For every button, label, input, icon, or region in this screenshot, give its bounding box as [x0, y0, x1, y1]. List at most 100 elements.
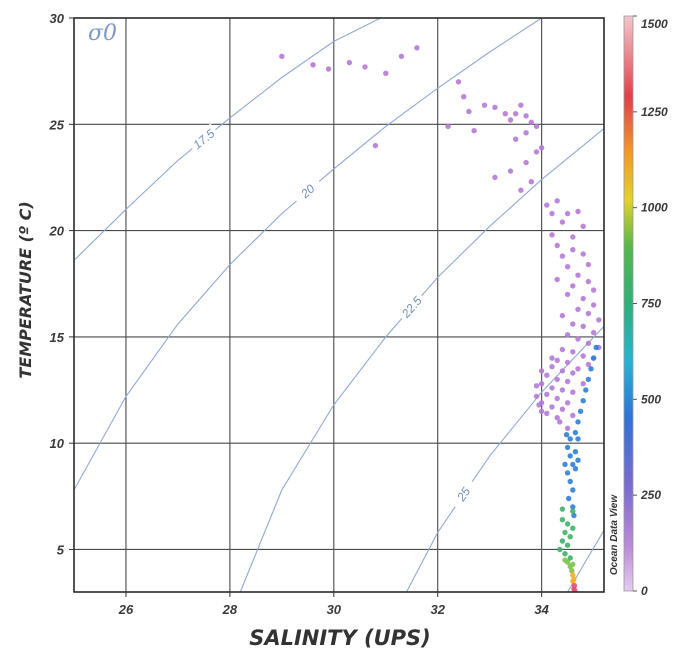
colorbar-tick-label: 1000 — [641, 201, 668, 215]
y-tick-label: 15 — [50, 330, 65, 345]
data-point — [471, 128, 476, 133]
data-point — [549, 211, 554, 216]
data-point — [581, 224, 586, 229]
data-point — [573, 449, 578, 454]
data-point — [560, 407, 565, 412]
data-point — [565, 470, 570, 475]
data-point — [578, 409, 583, 414]
data-point — [539, 368, 544, 373]
data-point — [560, 517, 565, 522]
x-axis-title: SALINITY (UPS) — [249, 626, 431, 650]
data-point — [310, 62, 315, 67]
colorbar-ticks: 0250500750100012501500 — [633, 16, 668, 598]
data-point — [549, 385, 554, 390]
data-point — [560, 313, 565, 318]
data-point — [568, 479, 573, 484]
data-point — [570, 247, 575, 252]
data-point — [534, 124, 539, 129]
data-point — [523, 113, 528, 118]
data-point — [555, 243, 560, 248]
x-tick-label: 32 — [430, 602, 445, 617]
data-point — [565, 360, 570, 365]
data-point — [560, 219, 565, 224]
data-point — [399, 54, 404, 59]
data-point — [586, 341, 591, 346]
contour-labels: 17.52022.525 — [187, 123, 478, 510]
data-point — [565, 332, 570, 337]
data-point — [555, 377, 560, 382]
x-tick-label: 30 — [327, 602, 342, 617]
data-point — [568, 534, 573, 539]
data-point — [549, 232, 554, 237]
data-point — [560, 368, 565, 373]
data-point — [564, 432, 569, 437]
data-point — [562, 557, 567, 562]
data-point — [560, 253, 565, 258]
y-axis-title: TEMPERATURE (º C) — [16, 201, 35, 378]
data-point — [539, 381, 544, 386]
plot-frame — [74, 18, 604, 592]
density-contour — [74, 18, 381, 260]
data-point — [570, 509, 575, 514]
x-tick-label: 28 — [222, 602, 238, 617]
data-point — [591, 330, 596, 335]
data-point — [492, 175, 497, 180]
data-point — [565, 521, 570, 526]
data-point — [560, 506, 565, 511]
data-point — [562, 530, 567, 535]
y-tick-label: 25 — [49, 117, 65, 132]
data-point — [588, 366, 593, 371]
density-contour — [407, 326, 605, 592]
colorbar-tick-label: 750 — [641, 297, 661, 311]
x-tick-label: 34 — [534, 602, 549, 617]
data-point — [539, 145, 544, 150]
data-point — [566, 496, 571, 501]
data-point — [573, 430, 578, 435]
data-point — [565, 264, 570, 269]
data-point — [565, 400, 570, 405]
grid-lines — [74, 18, 604, 592]
colorbar-tick-label: 250 — [640, 488, 661, 502]
data-point — [562, 462, 567, 467]
data-point — [581, 324, 586, 329]
data-point — [570, 487, 575, 492]
data-point — [570, 526, 575, 531]
y-ticks: 5 10 15 20 25 30 — [49, 11, 74, 557]
data-point — [591, 302, 596, 307]
data-point — [534, 383, 539, 388]
density-contours — [74, 18, 604, 592]
data-point — [562, 551, 567, 556]
data-point — [539, 409, 544, 414]
data-point — [565, 379, 570, 384]
data-point — [523, 160, 528, 165]
data-point — [591, 287, 596, 292]
data-point — [534, 394, 539, 399]
data-point — [581, 353, 586, 358]
data-point — [513, 137, 518, 142]
data-point — [508, 117, 513, 122]
data-point — [596, 317, 601, 322]
data-point — [445, 124, 450, 129]
data-point — [575, 458, 580, 463]
data-point — [555, 277, 560, 282]
data-point — [575, 336, 580, 341]
data-point — [565, 211, 570, 216]
data-point — [492, 105, 497, 110]
colorbar-tick-label: 1500 — [641, 17, 668, 31]
data-point — [594, 345, 599, 350]
data-point — [466, 109, 471, 114]
y-tick-label: 5 — [57, 542, 65, 557]
data-point — [568, 436, 573, 441]
data-point — [513, 111, 518, 116]
data-point — [529, 120, 534, 125]
data-point — [549, 364, 554, 369]
data-point — [575, 273, 580, 278]
colorbar-tick-label: 1250 — [641, 105, 668, 119]
x-tick-label: 26 — [118, 602, 134, 617]
data-point — [536, 402, 541, 407]
data-point — [565, 543, 570, 548]
data-point — [575, 419, 580, 424]
data-point — [529, 179, 534, 184]
data-point — [570, 321, 575, 326]
